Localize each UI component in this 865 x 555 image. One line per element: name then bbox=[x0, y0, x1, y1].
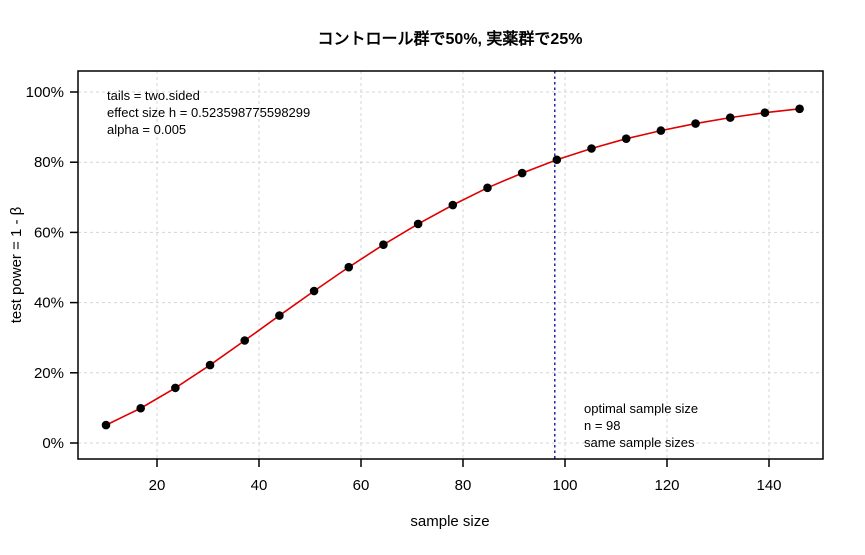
x-tick-label: 120 bbox=[654, 477, 679, 494]
data-point bbox=[795, 104, 804, 114]
data-point bbox=[171, 383, 180, 393]
annotation-tails: tails = two.sided bbox=[107, 88, 200, 103]
optimal-annotation: optimal sample size n = 98 same sample s… bbox=[584, 401, 698, 450]
x-tick-label: 100 bbox=[552, 477, 577, 494]
annotation-optimal-title: optimal sample size bbox=[584, 401, 698, 416]
x-tick-label: 140 bbox=[756, 477, 781, 494]
data-point bbox=[517, 168, 527, 178]
annotation-same-sizes: same sample sizes bbox=[584, 435, 695, 450]
data-point bbox=[413, 219, 423, 229]
axis-layer: 20 40 60 80 100 120 140 0% 20% 40% 60% 80% 100% bbox=[26, 84, 782, 494]
data-point bbox=[760, 108, 770, 118]
annotation-optimal-n: n = 98 bbox=[584, 418, 621, 433]
data-point bbox=[379, 240, 388, 249]
data-point bbox=[552, 155, 562, 165]
data-point bbox=[136, 403, 145, 413]
y-tick-label: 80% bbox=[34, 154, 64, 171]
data-point bbox=[691, 119, 700, 128]
data-point bbox=[725, 113, 735, 122]
y-tick-label: 20% bbox=[34, 365, 64, 382]
x-axis-label: sample size bbox=[410, 513, 489, 530]
annotation-alpha: alpha = 0.005 bbox=[107, 122, 186, 137]
chart-title: コントロール群で50%, 実薬群で25% bbox=[318, 29, 583, 48]
plot-box bbox=[77, 70, 824, 460]
data-point bbox=[656, 126, 666, 135]
y-tick-label: 40% bbox=[34, 295, 64, 312]
series-layer bbox=[101, 104, 804, 430]
data-point bbox=[275, 311, 284, 320]
data-point bbox=[101, 420, 111, 430]
x-tick-label: 60 bbox=[353, 477, 370, 494]
data-point bbox=[309, 286, 319, 296]
data-point bbox=[344, 262, 354, 272]
data-point bbox=[483, 183, 492, 193]
x-tick-label: 80 bbox=[455, 477, 472, 494]
params-annotation: tails = two.sided effect size h = 0.5235… bbox=[107, 88, 310, 137]
data-point bbox=[587, 144, 596, 153]
data-point bbox=[448, 200, 458, 210]
power-curve bbox=[105, 108, 800, 426]
y-tick-label: 0% bbox=[42, 435, 64, 452]
x-tick-label: 20 bbox=[149, 477, 166, 494]
annotation-effect-size: effect size h = 0.523598775598299 bbox=[107, 105, 310, 120]
data-point bbox=[205, 360, 215, 370]
grid-layer bbox=[78, 71, 823, 459]
data-point bbox=[621, 134, 631, 143]
x-tick-label: 40 bbox=[251, 477, 268, 494]
y-axis-label: test power = 1 - β bbox=[8, 206, 25, 323]
data-point bbox=[240, 336, 250, 345]
y-tick-label: 100% bbox=[26, 84, 64, 101]
y-tick-label: 60% bbox=[34, 224, 64, 241]
